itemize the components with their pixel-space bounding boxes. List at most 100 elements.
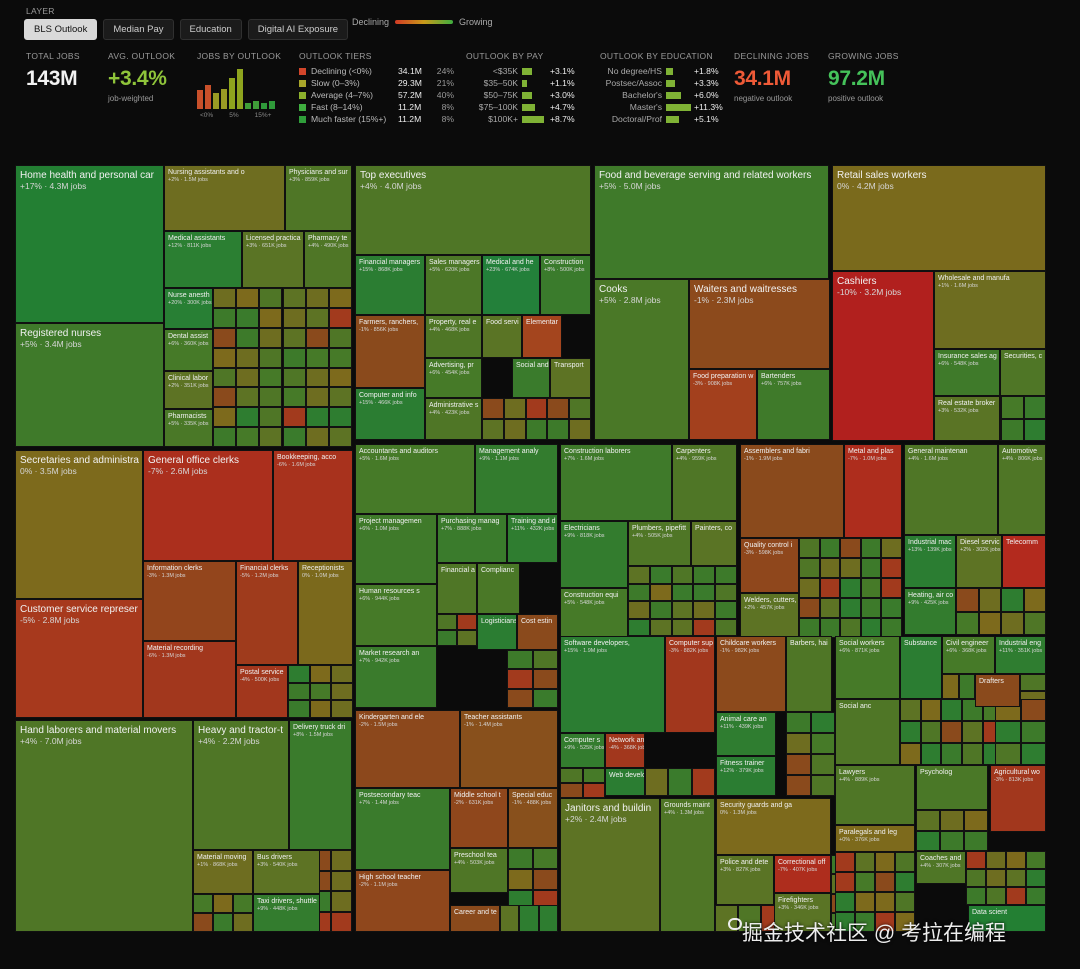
treemap-tile[interactable]: Cost estin [517,614,558,650]
treemap-cell[interactable] [533,869,558,890]
treemap-tile[interactable]: Cooks +5% · 2.8M jobs [594,279,689,440]
treemap-tile[interactable]: Property, real e +4% · 468K jobs [425,315,482,358]
treemap-cell[interactable] [213,427,237,447]
treemap-tile[interactable]: Management analy +9% · 1.1M jobs [475,444,558,514]
treemap-cell[interactable] [331,911,352,932]
treemap-cell[interactable] [569,419,591,440]
treemap-cell[interactable] [1020,674,1046,691]
treemap-cell[interactable] [309,682,332,701]
treemap-tile[interactable]: Welders, cutters, +2% · 457K jobs [740,593,799,637]
treemap-cell[interactable] [507,669,533,689]
treemap-cell[interactable] [691,768,715,796]
treemap-tile[interactable]: General maintenan +4% · 1.6M jobs [904,444,998,535]
treemap-cell[interactable] [840,578,861,598]
treemap-tile[interactable]: Network and -4% · 368K jobs [605,733,645,768]
treemap-cell[interactable] [533,848,558,869]
treemap-cell[interactable] [786,775,811,796]
treemap-cell[interactable] [213,367,237,388]
treemap-tile[interactable]: Paralegals and leg +0% · 376K jobs [835,825,915,852]
treemap-cell[interactable] [525,398,548,419]
treemap-cell[interactable] [282,327,306,348]
treemap-cell[interactable] [799,578,820,598]
treemap-cell[interactable] [233,913,253,932]
treemap-cell[interactable] [259,407,283,428]
treemap-cell[interactable] [668,768,692,796]
treemap-tile[interactable]: Physicians and sur +3% · 859K jobs [285,165,352,231]
treemap-tile[interactable]: Food preparation w -3% · 908K jobs [689,369,757,440]
treemap-cell[interactable] [282,407,306,428]
treemap-cell[interactable] [1026,851,1046,869]
treemap-cell[interactable] [519,905,539,932]
treemap-cell[interactable] [508,848,533,869]
treemap-tile[interactable]: Insurance sales ag +6% · 548K jobs [934,349,1000,396]
treemap-cell[interactable] [213,894,233,913]
treemap-cell[interactable] [193,913,213,932]
treemap-tile[interactable]: Childcare workers -1% · 982K jobs [716,636,786,712]
treemap-tile[interactable]: Social workers +6% · 871K jobs [835,636,900,699]
treemap-cell[interactable] [693,583,716,601]
treemap-cell[interactable] [560,768,583,783]
treemap-cell[interactable] [532,688,558,708]
treemap-cell[interactable] [810,733,835,754]
treemap-cell[interactable] [649,618,672,636]
treemap-cell[interactable] [236,347,260,368]
treemap-cell[interactable] [715,601,737,619]
treemap-tile[interactable]: Kindergarten and ele -2% · 1.5M jobs [355,710,460,788]
treemap-tile[interactable]: Training and d +11% · 432K jobs [507,514,558,563]
treemap-cell[interactable] [482,398,504,419]
treemap-tile[interactable]: Heavy and tractor-t +4% · 2.2M jobs [193,720,289,850]
treemap-cell[interactable] [671,583,694,601]
treemap-cell[interactable] [259,367,283,388]
treemap-cell[interactable] [236,427,260,447]
treemap-cell[interactable] [956,588,979,612]
treemap-tile[interactable]: Social anc [835,699,900,765]
treemap-cell[interactable] [582,768,605,783]
treemap-tile[interactable]: Taxi drivers, shuttle +9% · 448K jobs [253,894,320,932]
treemap-tile[interactable]: Computer and info +15% · 466K jobs [355,388,425,440]
treemap-cell[interactable] [840,618,861,638]
treemap-tile[interactable]: Medical assistants +12% · 811K jobs [164,231,242,288]
treemap-cell[interactable] [895,852,915,872]
treemap-cell[interactable] [840,558,861,578]
treemap-cell[interactable] [305,427,329,447]
treemap-tile[interactable]: Telecomm [1002,535,1046,588]
treemap-cell[interactable] [328,427,352,447]
treemap-tile[interactable]: Dental assist +6% · 360K jobs [164,329,213,371]
treemap-cell[interactable] [328,307,352,328]
treemap-tile[interactable]: Metal and plas -7% · 1.0M jobs [844,444,902,538]
treemap-cell[interactable] [213,347,237,368]
treemap-tile[interactable]: Delivery truck dri +8% · 1.5M jobs [289,720,352,850]
treemap-cell[interactable] [331,891,352,912]
treemap-tile[interactable]: Assemblers and fabri -1% · 1.9M jobs [740,444,844,538]
treemap-cell[interactable] [649,566,672,584]
treemap-tile[interactable]: Market research an +7% · 942K jobs [355,646,437,708]
treemap-cell[interactable] [547,419,570,440]
treemap-cell[interactable] [649,583,672,601]
treemap-cell[interactable] [881,538,902,558]
treemap-cell[interactable] [881,578,902,598]
treemap-tile[interactable]: Industrial eng +11% · 351K jobs [995,636,1046,674]
treemap-cell[interactable] [900,743,921,765]
treemap-tile[interactable]: Customer service represer -5% · 2.8M job… [15,599,143,718]
treemap-cell[interactable] [305,288,329,308]
tab-digital-ai-exposure[interactable]: Digital AI Exposure [247,19,349,40]
treemap-cell[interactable] [786,733,811,754]
treemap-tile[interactable]: Advertising, pr +6% · 454K jobs [425,358,482,398]
treemap-tile[interactable]: Administrative s +4% · 423K jobs [425,398,482,440]
treemap-cell[interactable] [986,887,1006,905]
treemap-tile[interactable]: Financial clerks -5% · 1.2M jobs [236,561,298,665]
treemap-cell[interactable] [331,700,353,718]
treemap-tile[interactable]: Material moving +1% · 868K jobs [193,850,253,894]
treemap-cell[interactable] [881,558,902,578]
treemap-cell[interactable] [233,894,253,913]
treemap-tile[interactable]: Plumbers, pipefitt +4% · 505K jobs [628,521,691,566]
treemap-cell[interactable] [966,851,986,869]
treemap-cell[interactable] [940,810,964,831]
treemap-cell[interactable] [309,700,332,718]
treemap-cell[interactable] [213,327,237,348]
treemap-cell[interactable] [259,307,283,328]
treemap-cell[interactable] [671,618,694,636]
treemap-cell[interactable] [786,754,811,775]
treemap-cell[interactable] [715,566,737,584]
treemap-tile[interactable]: Real estate broker +3% · 532K jobs [934,396,1000,441]
